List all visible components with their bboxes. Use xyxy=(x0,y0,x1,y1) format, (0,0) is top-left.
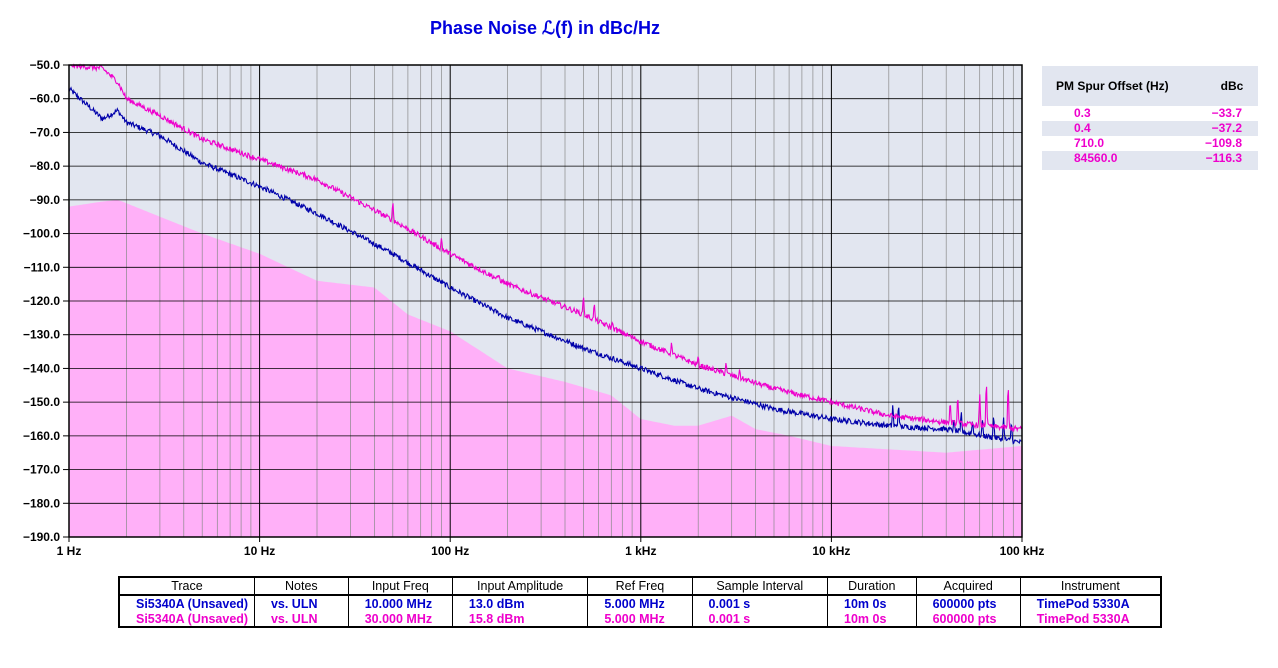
y-tick-label: −160.0 xyxy=(23,429,60,443)
info-header-row: Trace Notes Input Freq Input Amplitude R… xyxy=(118,576,1162,596)
input-freq-cell: 10.000 MHz xyxy=(347,595,453,611)
y-tick-label: −100.0 xyxy=(23,227,60,241)
ref-freq-header: Ref Freq xyxy=(587,576,693,596)
series-line xyxy=(68,63,1023,433)
y-tick-label: −130.0 xyxy=(23,328,60,342)
spur-row: 0.4 −37.2 xyxy=(1042,121,1258,136)
y-tick-label: −50.0 xyxy=(30,58,61,72)
ref-freq-cell: 5.000 MHz xyxy=(587,595,693,611)
y-tick-label: −90.0 xyxy=(30,193,61,207)
y-tick-label: −140.0 xyxy=(23,361,60,375)
x-tick-label: 100 kHz xyxy=(1000,544,1045,558)
spur-table-header: PM Spur Offset (Hz) dBc xyxy=(1042,66,1258,106)
spur-offset: 0.3 xyxy=(1074,106,1091,120)
chart-title: Phase Noise ℒ(f) in dBc/Hz xyxy=(429,18,660,38)
notes-cell: vs. ULN xyxy=(253,611,349,627)
y-tick-label: −60.0 xyxy=(30,92,61,106)
spur-offset: 710.0 xyxy=(1074,136,1105,150)
spur-row: 84560.0 −116.3 xyxy=(1042,151,1258,166)
input-freq-cell: 30.000 MHz xyxy=(347,611,453,627)
duration-cell: 10m 0s xyxy=(827,595,917,611)
x-tick-label: 1 kHz xyxy=(625,544,656,558)
noise-floor-area xyxy=(69,200,1022,537)
spur-dbc: −33.7 xyxy=(1211,106,1242,120)
input-freq-header: Input Freq xyxy=(347,576,453,596)
spur-offset: 0.4 xyxy=(1074,121,1091,135)
x-tick-label: 100 Hz xyxy=(431,544,469,558)
input-amplitude-cell: 15.8 dBm xyxy=(451,611,589,627)
y-tick-label: −80.0 xyxy=(30,159,61,173)
duration-header: Duration xyxy=(827,576,917,596)
measurement-info-table: Trace Notes Input Freq Input Amplitude R… xyxy=(118,576,1162,628)
y-tick-label: −180.0 xyxy=(23,496,60,510)
x-tick-label: 10 kHz xyxy=(812,544,850,558)
instrument-cell: TimePod 5330A xyxy=(1019,595,1162,611)
grid-lines xyxy=(68,64,1022,538)
series-line xyxy=(68,86,1023,445)
x-tick-label: 10 Hz xyxy=(244,544,275,558)
table-row: Si5340A (Unsaved) vs. ULN 10.000 MHz 13.… xyxy=(118,595,1162,611)
y-tick-label: −120.0 xyxy=(23,294,60,308)
y-tick-label: −170.0 xyxy=(23,463,60,477)
y-tick-label: −70.0 xyxy=(30,125,61,139)
spur-dbc: −109.8 xyxy=(1204,136,1242,150)
spur-offset-header: PM Spur Offset (Hz) xyxy=(1056,79,1169,93)
spur-row: 710.0 −109.8 xyxy=(1042,136,1258,151)
trace-cell: Si5340A (Unsaved) xyxy=(118,611,255,627)
trace-header: Trace xyxy=(118,576,255,596)
acquired-cell: 600000 pts xyxy=(915,595,1021,611)
instrument-header: Instrument xyxy=(1019,576,1162,596)
notes-cell: vs. ULN xyxy=(253,595,349,611)
instrument-cell: TimePod 5330A xyxy=(1019,611,1162,627)
acquired-header: Acquired xyxy=(915,576,1021,596)
spur-dbc-header: dBc xyxy=(1220,79,1244,93)
spur-row: 0.3 −33.7 xyxy=(1042,106,1258,121)
acquired-cell: 600000 pts xyxy=(915,611,1021,627)
sample-interval-header: Sample Interval xyxy=(691,576,829,596)
y-tick-label: −110.0 xyxy=(24,260,61,274)
x-tick-label: 1 Hz xyxy=(57,544,82,558)
trace-cell: Si5340A (Unsaved) xyxy=(118,595,255,611)
input-amplitude-cell: 13.0 dBm xyxy=(451,595,589,611)
spur-dbc: −37.2 xyxy=(1211,121,1242,135)
sample-interval-cell: 0.001 s xyxy=(691,595,829,611)
spur-offset: 84560.0 xyxy=(1074,151,1118,165)
y-tick-label: −190.0 xyxy=(23,530,60,544)
input-amplitude-header: Input Amplitude xyxy=(451,576,589,596)
ref-freq-cell: 5.000 MHz xyxy=(587,611,693,627)
sample-interval-cell: 0.001 s xyxy=(691,611,829,627)
notes-header: Notes xyxy=(253,576,349,596)
table-row: Si5340A (Unsaved) vs. ULN 30.000 MHz 15.… xyxy=(118,611,1162,627)
spur-table: PM Spur Offset (Hz) dBc 0.3 −33.7 0.4 −3… xyxy=(1042,66,1258,170)
spur-dbc: −116.3 xyxy=(1205,151,1242,165)
y-tick-label: −150.0 xyxy=(23,395,60,409)
duration-cell: 10m 0s xyxy=(827,611,917,627)
